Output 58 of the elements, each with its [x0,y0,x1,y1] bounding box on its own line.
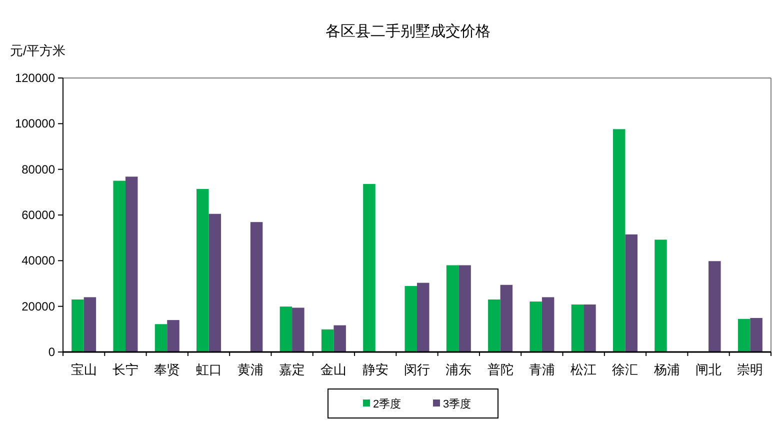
bar [458,265,471,352]
chart-title: 各区县二手别墅成交价格 [326,23,490,40]
bar [417,282,430,352]
x-tick-label: 奉贤 [154,362,180,377]
bar [488,299,500,352]
y-tick-label: 60000 [22,208,56,222]
bar [72,299,84,352]
y-tick-label: 0 [48,345,56,359]
bar [612,129,626,352]
x-tick-label: 崇明 [737,362,764,377]
bar [446,265,459,352]
bar [208,214,222,352]
bar [708,261,721,352]
x-tick-label: 闵行 [404,362,430,377]
bar [363,184,376,352]
y-tick-label: 80000 [22,162,56,176]
bar [250,222,263,352]
x-tick-label: 宝山 [70,362,97,377]
y-tick-label: 120000 [14,71,56,85]
bar [125,176,138,352]
x-tick-label: 普陀 [487,362,514,377]
bar [584,304,596,352]
bar [625,234,638,352]
bar [654,240,667,352]
bar [500,284,513,352]
bar [196,188,209,352]
legend-label: 3季度 [443,398,472,410]
bar [113,180,126,352]
x-tick-label: 青浦 [528,362,555,377]
x-tick-label: 闸北 [696,362,722,377]
bar [542,297,554,352]
y-tick-label: 100000 [14,116,56,131]
x-tick-label: 浦东 [446,362,472,377]
x-tick-label: 松江 [570,362,597,377]
x-tick-label: 嘉定 [279,362,306,377]
bar [571,304,584,352]
bar [738,318,750,352]
legend-label: 2季度 [373,398,402,410]
x-tick-label: 虹口 [196,362,222,377]
bar [154,324,168,352]
bar [292,308,304,352]
bar [280,306,292,352]
x-tick-label: 徐汇 [612,362,638,377]
x-tick-label: 静安 [362,362,388,377]
bar [750,318,762,352]
bar [167,320,180,352]
y-tick-label: 40000 [22,254,56,268]
y-tick-label: 20000 [22,299,56,314]
bar [321,329,334,352]
bar [334,325,346,352]
x-tick-label: 金山 [320,362,347,377]
y-axis-title: 元/平方米 [10,43,66,58]
bar [530,302,542,352]
x-tick-label: 黄浦 [237,362,264,377]
bar [84,297,96,352]
x-tick-label: 杨浦 [652,362,680,377]
x-tick-label: 长宁 [112,362,138,377]
bar [404,286,417,352]
